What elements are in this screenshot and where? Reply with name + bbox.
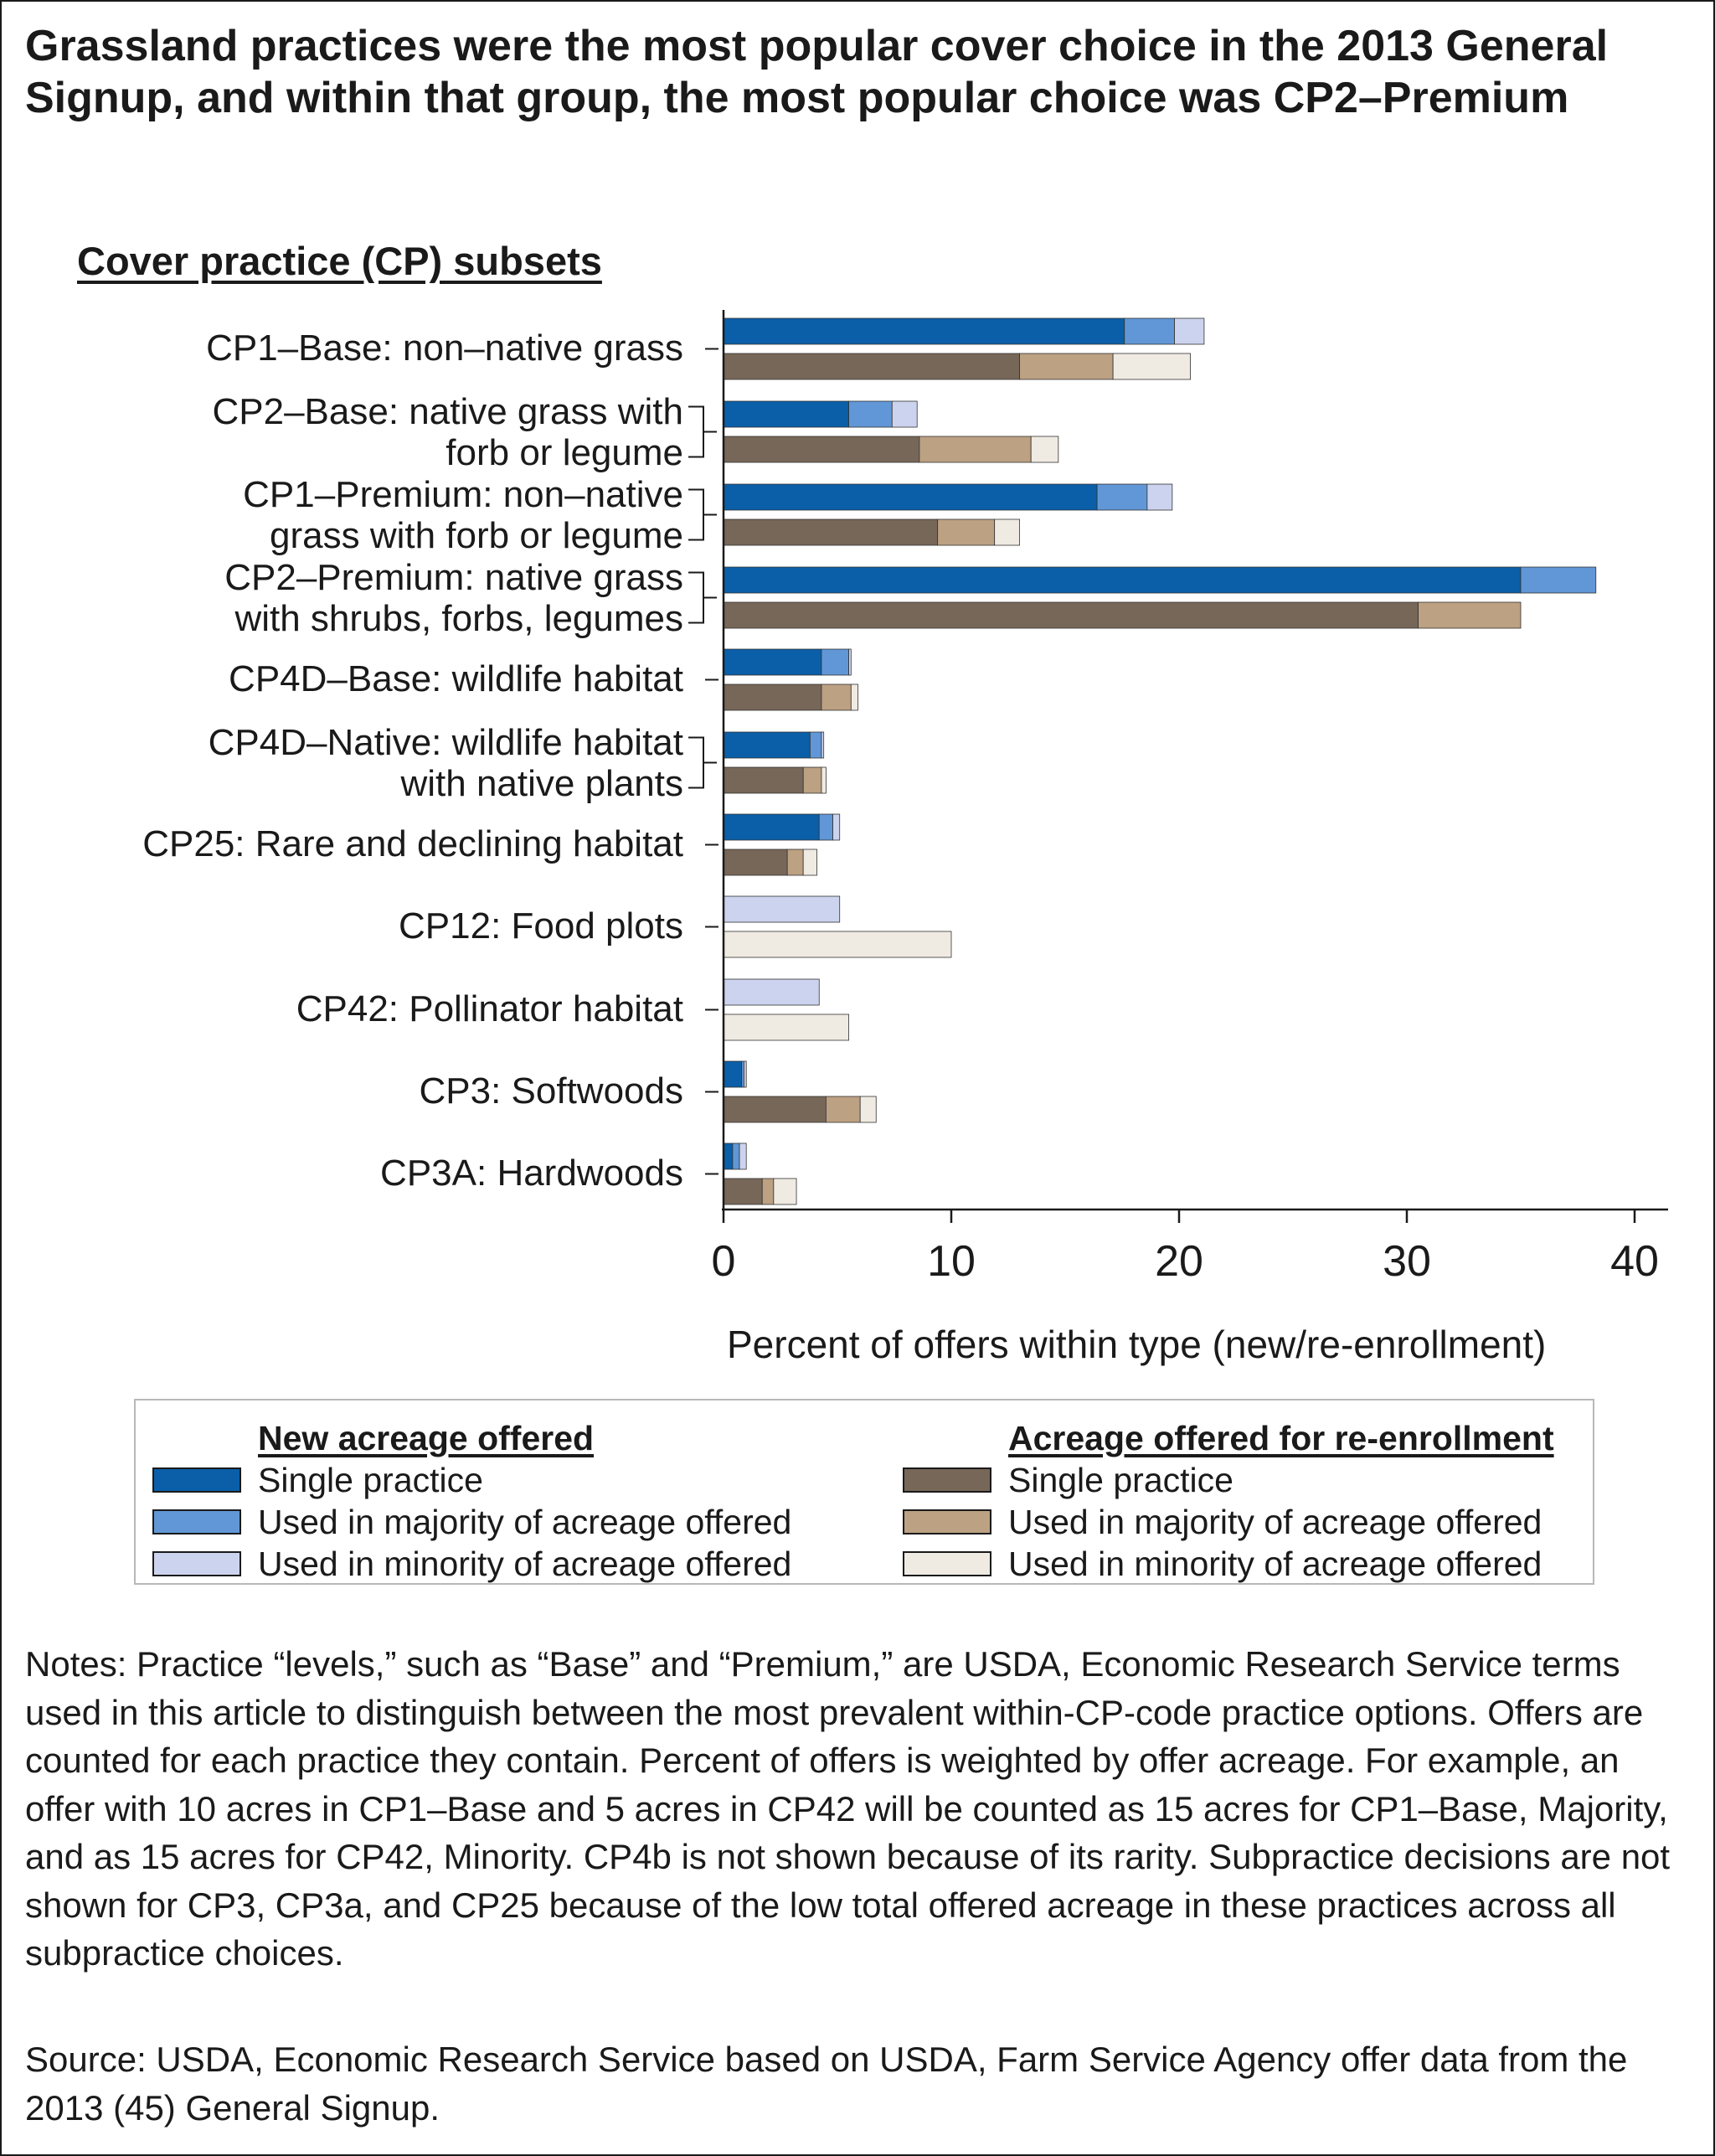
- category-label-cp42-pollinator-habitat: CP42: Pollinator habitat: [296, 988, 683, 1029]
- category-label-cp2-base-native-grass-with-forb-or-legume: CP2–Base: native grass with forb or legu…: [212, 390, 683, 473]
- bar-cp3a-hardwoods-new-used-in-majority-of-acreage-offered: [732, 1142, 740, 1170]
- bar-cp3-softwoods-reenroll-single-practice: [723, 1096, 827, 1123]
- bar-cp4d-base-wildlife-habitat-reenroll-used-in-majority-of-acreage-offered: [821, 683, 852, 711]
- legend-swatch-reenroll-minority: [903, 1551, 991, 1576]
- bar-cp42-pollinator-habitat-new-used-in-minority-of-acreage-offered: [723, 978, 820, 1006]
- bar-cp25-rare-and-declining-habitat-new-single-practice: [723, 813, 820, 841]
- bar-cp3a-hardwoods-new-single-practice: [723, 1142, 734, 1170]
- notes-text: Notes: Practice “levels,” such as “Base”…: [25, 1644, 1671, 1973]
- bar-cp1-base-non-native-grass-reenroll-single-practice: [723, 353, 1021, 380]
- bar-cp2-base-native-grass-with-forb-or-legume-reenroll-used-in-minority-of-acreage-offered: [1030, 436, 1059, 463]
- bar-cp3a-hardwoods-reenroll-single-practice: [723, 1178, 763, 1205]
- bar-cp3a-hardwoods-new-used-in-minority-of-acreage-offered: [739, 1142, 747, 1170]
- bar-cp2-premium-native-grass-with-shrubs-forbs-legumes-reenroll-single-practice: [723, 601, 1419, 629]
- bar-cp3-softwoods-new-single-practice: [723, 1060, 743, 1088]
- legend-label-new-majority: Used in majority of acreage offered: [258, 1503, 792, 1541]
- bar-cp25-rare-and-declining-habitat-new-used-in-minority-of-acreage-offered: [832, 813, 841, 841]
- source-text: Source: USDA, Economic Research Service …: [25, 2040, 1628, 2128]
- bar-cp1-base-non-native-grass-reenroll-used-in-minority-of-acreage-offered: [1112, 353, 1191, 380]
- x-axis-title: Percent of offers within type (new/re-en…: [727, 1323, 1547, 1366]
- bar-cp1-base-non-native-grass-new-single-practice: [723, 317, 1125, 345]
- bar-cp2-base-native-grass-with-forb-or-legume-reenroll-used-in-majority-of-acreage-offered: [919, 436, 1032, 463]
- bar-cp4d-native-wildlife-habitat-with-native-plants-reenroll-used-in-majority-of-acreage-offered: [802, 766, 822, 794]
- x-tick-label-30: 30: [1383, 1237, 1431, 1286]
- legend-swatch-new-single: [152, 1467, 241, 1493]
- bar-cp1-base-non-native-grass-new-used-in-majority-of-acreage-offered: [1124, 317, 1175, 345]
- bar-cp25-rare-and-declining-habitat-reenroll-used-in-minority-of-acreage-offered: [802, 848, 817, 876]
- bar-cp1-base-non-native-grass-reenroll-used-in-majority-of-acreage-offered: [1019, 353, 1114, 380]
- bar-cp4d-base-wildlife-habitat-new-used-in-majority-of-acreage-offered: [821, 648, 850, 676]
- bar-cp4d-native-wildlife-habitat-with-native-plants-new-used-in-majority-of-acreage-offered: [809, 731, 822, 759]
- x-tick-label-20: 20: [1155, 1237, 1203, 1286]
- legend-group-new-title: New acreage offered: [258, 1419, 595, 1457]
- category-label-cp4d-native-wildlife-habitat-with-native-plants: CP4D–Native: wildlife habitat with nativ…: [208, 721, 683, 804]
- legend-label-reenroll-single: Single practice: [1008, 1461, 1233, 1499]
- bar-cp12-food-plots-reenroll-used-in-minority-of-acreage-offered: [723, 931, 952, 958]
- category-label-cp4d-base-wildlife-habitat: CP4D–Base: wildlife habitat: [229, 658, 683, 699]
- category-bracket-cp2-premium-native-grass-with-shrubs-forbs-legumes: [688, 571, 717, 624]
- category-axis-header: Cover practice (CP) subsets: [77, 239, 602, 283]
- bar-cp4d-native-wildlife-habitat-with-native-plants-new-single-practice: [723, 731, 811, 759]
- bar-cp1-premium-non-native-grass-with-forb-or-legume-reenroll-single-practice: [723, 518, 939, 546]
- bar-cp2-base-native-grass-with-forb-or-legume-new-used-in-minority-of-acreage-offered: [891, 400, 918, 428]
- category-label-cp1-premium-non-native-grass-with-forb-or-legume: CP1–Premium: non–native grass with forb …: [243, 473, 683, 556]
- bar-cp42-pollinator-habitat-reenroll-used-in-minority-of-acreage-offered: [723, 1014, 850, 1041]
- category-bracket-cp2-base-native-grass-with-forb-or-legume: [688, 405, 717, 458]
- legend-swatch-new-majority: [152, 1509, 241, 1534]
- category-label-cp12-food-plots: CP12: Food plots: [399, 905, 683, 946]
- bar-cp1-premium-non-native-grass-with-forb-or-legume-reenroll-used-in-majority-of-acreage-offered: [937, 518, 996, 546]
- bar-cp3-softwoods-new-used-in-minority-of-acreage-offered: [744, 1060, 747, 1088]
- x-tick-label-0: 0: [711, 1237, 736, 1286]
- bar-cp3a-hardwoods-reenroll-used-in-majority-of-acreage-offered: [761, 1178, 775, 1205]
- legend: New acreage offered Acreage offered for …: [134, 1399, 1594, 1585]
- legend-swatch-new-minority: [152, 1551, 241, 1576]
- legend-swatch-reenroll-single: [903, 1467, 991, 1493]
- bar-cp3a-hardwoods-reenroll-used-in-minority-of-acreage-offered: [773, 1178, 797, 1205]
- bar-cp25-rare-and-declining-habitat-new-used-in-majority-of-acreage-offered: [818, 813, 833, 841]
- bar-cp2-premium-native-grass-with-shrubs-forbs-legumes-reenroll-used-in-majority-of-acreage-offered: [1418, 601, 1522, 629]
- legend-label-reenroll-minority: Used in minority of acreage offered: [1008, 1545, 1542, 1583]
- category-label-cp25-rare-and-declining-habitat: CP25: Rare and declining habitat: [142, 823, 683, 864]
- bar-cp1-premium-non-native-grass-with-forb-or-legume-reenroll-used-in-minority-of-acreage-offered: [994, 518, 1021, 546]
- bar-cp1-premium-non-native-grass-with-forb-or-legume-new-used-in-majority-of-acreage-offered: [1096, 483, 1148, 511]
- bar-cp4d-native-wildlife-habitat-with-native-plants-reenroll-used-in-minority-of-acreage-offered: [821, 766, 827, 794]
- category-label-cp3a-hardwoods: CP3A: Hardwoods: [380, 1152, 683, 1194]
- category-label-cp2-premium-native-grass-with-shrubs-forbs-legumes: CP2–Premium: native grass with shrubs, f…: [224, 556, 683, 639]
- legend-group-reenroll-title: Acreage offered for re-enrollment: [1008, 1419, 1554, 1457]
- category-bracket-cp4d-native-wildlife-habitat-with-native-plants: [688, 736, 717, 789]
- bar-cp4d-base-wildlife-habitat-reenroll-single-practice: [723, 683, 822, 711]
- bar-cp2-base-native-grass-with-forb-or-legume-reenroll-single-practice: [723, 436, 920, 463]
- bar-chart: [688, 310, 1668, 1223]
- bar-cp25-rare-and-declining-habitat-reenroll-used-in-majority-of-acreage-offered: [786, 848, 804, 876]
- category-bracket-cp1-premium-non-native-grass-with-forb-or-legume: [688, 488, 717, 541]
- bar-cp2-base-native-grass-with-forb-or-legume-new-single-practice: [723, 400, 850, 428]
- bar-cp25-rare-and-declining-habitat-reenroll-single-practice: [723, 848, 788, 876]
- bar-cp2-premium-native-grass-with-shrubs-forbs-legumes-new-single-practice: [723, 566, 1522, 594]
- bar-cp1-premium-non-native-grass-with-forb-or-legume-new-used-in-minority-of-acreage-offered: [1146, 483, 1173, 511]
- x-tick-label-10: 10: [927, 1237, 976, 1286]
- bar-cp3-softwoods-reenroll-used-in-majority-of-acreage-offered: [826, 1096, 861, 1123]
- bar-cp1-premium-non-native-grass-with-forb-or-legume-new-single-practice: [723, 483, 1098, 511]
- bar-cp4d-base-wildlife-habitat-reenroll-used-in-minority-of-acreage-offered: [850, 683, 858, 711]
- bar-cp4d-native-wildlife-habitat-with-native-plants-new-used-in-minority-of-acreage-offered: [821, 731, 825, 759]
- chart-title: Grassland practices were the most popula…: [25, 22, 1609, 122]
- bar-cp1-base-non-native-grass-new-used-in-minority-of-acreage-offered: [1174, 317, 1205, 345]
- bar-cp3-softwoods-reenroll-used-in-minority-of-acreage-offered: [859, 1096, 877, 1123]
- legend-label-reenroll-majority: Used in majority of acreage offered: [1008, 1503, 1542, 1541]
- bar-cp2-base-native-grass-with-forb-or-legume-new-used-in-majority-of-acreage-offered: [848, 400, 893, 428]
- legend-label-new-single: Single practice: [258, 1461, 483, 1499]
- bar-cp4d-base-wildlife-habitat-new-single-practice: [723, 648, 822, 676]
- legend-swatch-reenroll-majority: [903, 1509, 991, 1534]
- bar-cp12-food-plots-new-used-in-minority-of-acreage-offered: [723, 895, 841, 923]
- legend-label-new-minority: Used in minority of acreage offered: [258, 1545, 792, 1583]
- x-tick-label-40: 40: [1610, 1237, 1659, 1286]
- bar-cp4d-base-wildlife-habitat-new-used-in-minority-of-acreage-offered: [848, 648, 852, 676]
- category-label-cp3-softwoods: CP3: Softwoods: [419, 1070, 684, 1112]
- bar-cp2-premium-native-grass-with-shrubs-forbs-legumes-new-used-in-majority-of-acreage-offered: [1520, 566, 1597, 594]
- bar-cp3-softwoods-new-used-in-majority-of-acreage-offered: [741, 1060, 744, 1088]
- bar-cp4d-native-wildlife-habitat-with-native-plants-reenroll-single-practice: [723, 766, 804, 794]
- category-label-cp1-base-non-native-grass: CP1–Base: non–native grass: [206, 327, 683, 369]
